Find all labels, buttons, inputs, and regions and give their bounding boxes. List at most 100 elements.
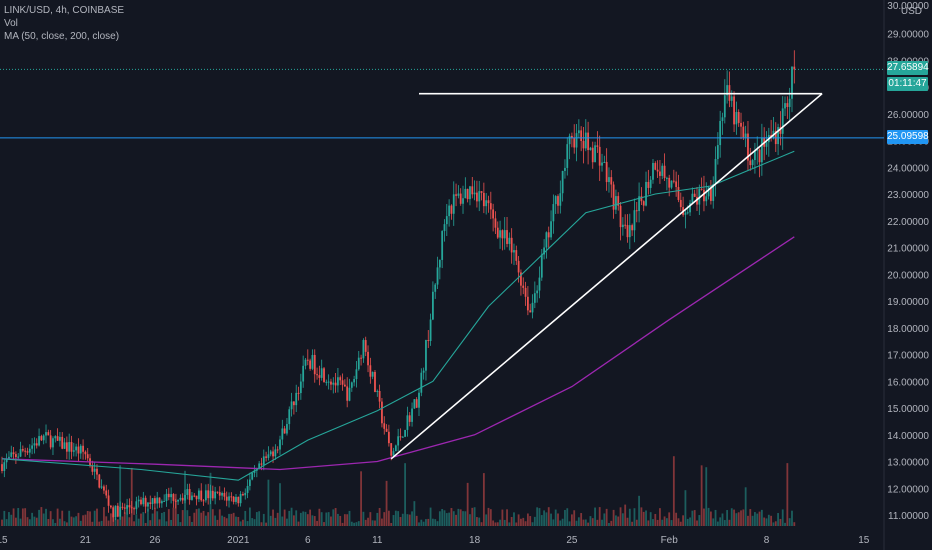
volume-bar [538,508,541,526]
volume-bar [510,517,513,526]
candle-body [91,466,94,472]
candle-body [705,196,708,202]
candle-body [686,212,689,214]
volume-bar [8,512,10,526]
volume-bar [464,511,467,526]
volume-bar [589,516,592,526]
candle-body [323,368,325,382]
candle-body [476,192,478,202]
candle-body [228,496,230,501]
candle-body [506,230,508,244]
candle-body [283,428,286,434]
candle-body [552,204,555,222]
volume-bar [246,521,249,526]
candle-body [526,296,529,311]
candle-body [211,490,214,499]
candle-body [390,443,393,456]
currency-label[interactable]: USD [900,6,922,17]
volume-bar [582,519,585,526]
volume-bar [265,522,267,526]
volume-bar [207,512,210,526]
candle-body [276,449,279,451]
volume-legend[interactable]: Vol [4,18,18,29]
candle-body [626,225,629,238]
candle-body [149,502,152,504]
volume-bar [177,514,179,526]
candle-body [513,250,515,253]
candle-body [225,496,228,501]
symbol-legend[interactable]: LINK/USD, 4h, COINBASE [4,5,125,16]
volume-bar [452,511,455,526]
volume-bar [791,510,793,526]
candle-body [413,399,416,409]
candle-body [719,120,722,146]
candle-body [65,442,68,452]
volume-bar [232,512,235,526]
volume-bar [397,511,400,526]
candle-body [381,401,383,424]
candle-body [147,502,149,507]
candle-body [177,499,179,502]
candle-body [744,133,747,138]
volume-bar [633,508,636,526]
candle-body [128,505,131,508]
candle-body [459,193,462,204]
volume-bar [561,518,564,526]
volume-bar [663,516,666,526]
volume-bar [75,516,78,526]
candle-body [209,490,212,499]
volume-bar [56,508,59,526]
volume-bar [686,518,689,526]
volume-bar [304,511,307,526]
candle-body [573,138,576,148]
candle-body [533,293,536,303]
volume-bar [248,507,251,526]
volume-bar [239,521,242,526]
chart-legend: LINK/USD, 4h, COINBASE Vol MA (50, close… [4,4,124,43]
candle-body [114,505,117,518]
ma-legend[interactable]: MA (50, close, 200, close) [4,31,120,42]
candle-body [452,194,455,214]
candle-body [45,432,47,436]
volume-bar [28,519,31,526]
volume-bar [288,510,291,526]
candle-body [610,177,613,185]
candle-body [531,302,534,313]
countdown-tag: 01:11:47 [887,77,928,91]
x-tick-label: 6 [305,535,311,546]
volume-bar [225,518,228,526]
candle-body [239,494,242,504]
volume-bar [638,495,640,526]
volume-bar [52,519,54,526]
candle-body [617,196,620,206]
candle-body [730,96,733,101]
candle-body [170,494,173,498]
candle-body [188,489,191,500]
candle-body [100,486,103,488]
candle-body [608,177,610,183]
volume-bar [401,513,404,526]
candle-body [793,66,796,70]
volume-bar [353,522,356,526]
volume-bar [404,463,406,526]
candle-body [8,456,10,459]
candle-body [75,446,78,451]
candle-body [376,390,379,392]
volume-bar [195,509,198,526]
candle-body [290,401,293,410]
volume-bar [735,513,738,526]
volume-bar [603,513,606,526]
volume-bar [587,522,590,526]
candle-body [399,436,402,438]
volume-bar [540,515,543,526]
candle-body [464,188,467,199]
volume-bar [346,514,349,526]
candle-body [385,428,388,432]
volume-bar [251,518,254,526]
candle-body [635,210,638,212]
candle-body [142,497,145,505]
candle-body [517,260,520,273]
candle-body [684,212,687,215]
volume-bar [642,511,645,526]
